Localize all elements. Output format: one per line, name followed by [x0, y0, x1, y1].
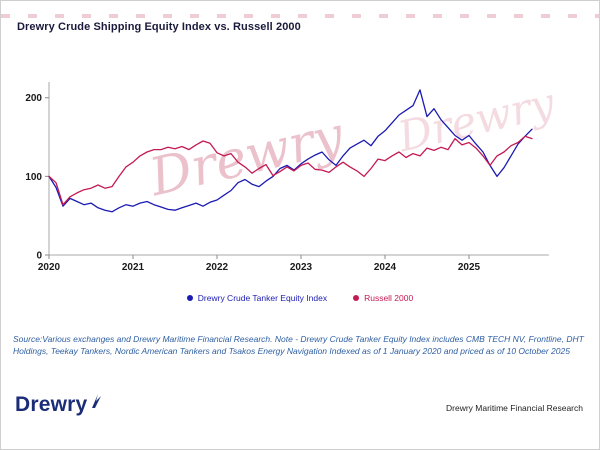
legend-marker-blue-icon [186, 295, 193, 301]
svg-text:200: 200 [25, 93, 42, 104]
drewry-logo-text: Drewry [15, 393, 88, 416]
svg-text:2025: 2025 [458, 262, 481, 273]
svg-text:100: 100 [25, 172, 42, 183]
chart-title: Drewry Crude Shipping Equity Index vs. R… [17, 21, 301, 33]
svg-text:2023: 2023 [290, 262, 313, 273]
drewry-flame-icon [92, 394, 102, 408]
watermark-dash-row [1, 14, 599, 18]
svg-text:2020: 2020 [38, 262, 61, 273]
legend-item-drewry-index: Drewry Crude Tanker Equity Index [186, 293, 328, 303]
legend-label-russell-2000: Russell 2000 [364, 293, 414, 303]
chart-area: 0 100 200 2020 2021 2022 2023 2024 2025 [9, 77, 589, 282]
chart-legend: Drewry Crude Tanker Equity Index Russell… [1, 293, 599, 303]
footer-right-text: Drewry Maritime Financial Research [446, 403, 583, 413]
legend-marker-red-icon [353, 295, 360, 301]
source-note: Source:Various exchanges and Drewry Mari… [13, 334, 584, 357]
svg-text:2021: 2021 [122, 262, 145, 273]
svg-text:2024: 2024 [374, 262, 397, 273]
svg-text:2022: 2022 [206, 262, 229, 273]
svg-text:0: 0 [36, 251, 42, 262]
legend-item-russell-2000: Russell 2000 [353, 293, 413, 303]
equity-index-line-chart: 0 100 200 2020 2021 2022 2023 2024 2025 [25, 82, 549, 273]
drewry-logo: Drewry [15, 393, 102, 417]
legend-label-drewry-index: Drewry Crude Tanker Equity Index [197, 293, 328, 303]
